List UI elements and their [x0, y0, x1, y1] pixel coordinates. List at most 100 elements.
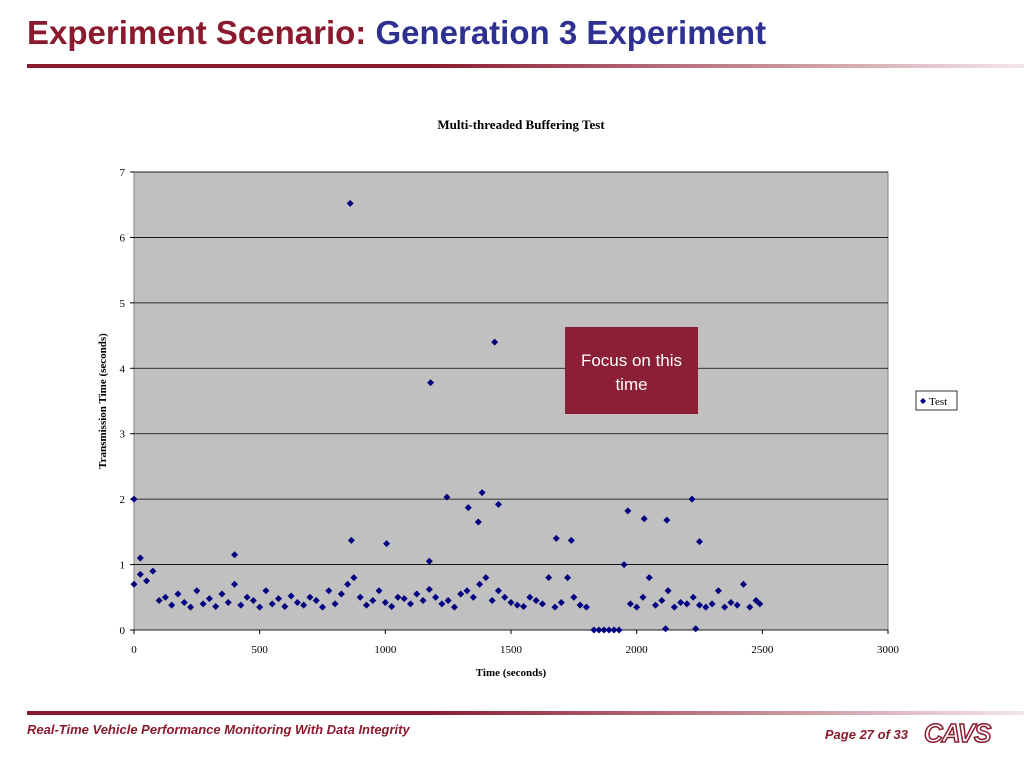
data-point [319, 603, 326, 611]
data-point [306, 593, 314, 601]
data-point [494, 587, 502, 595]
data-point [231, 580, 239, 588]
legend-marker [920, 398, 926, 404]
data-point [746, 603, 754, 611]
data-point [457, 590, 465, 598]
data-point [652, 601, 660, 609]
data-point [375, 587, 383, 595]
data-point [708, 600, 716, 608]
data-point [268, 600, 276, 608]
x-tick-label: 1500 [500, 644, 523, 656]
data-point [350, 574, 358, 582]
data-point [362, 601, 370, 609]
data-point [427, 379, 435, 387]
data-point [670, 603, 678, 611]
y-tick-label: 1 [120, 560, 126, 572]
data-point [218, 590, 226, 598]
data-point [663, 516, 671, 524]
y-axis-label: Transmission Time (seconds) [97, 333, 109, 469]
data-point [626, 600, 634, 608]
data-point [727, 599, 735, 607]
data-point [469, 593, 477, 601]
data-point [633, 603, 641, 611]
data-point [714, 587, 722, 595]
data-point [300, 601, 308, 609]
slide-title: Experiment Scenario: Generation 3 Experi… [27, 14, 766, 52]
data-point [212, 602, 220, 610]
data-point [545, 574, 553, 582]
data-point [605, 626, 613, 634]
data-point [381, 599, 389, 607]
data-point [193, 587, 201, 595]
data-point [476, 580, 484, 588]
chart-title: Multi-threaded Buffering Test [437, 117, 605, 132]
data-point [438, 600, 446, 608]
legend-box [915, 390, 958, 411]
title-rule [27, 64, 1024, 68]
data-point [733, 601, 741, 609]
chart: Time (seconds) Transmission Time (second… [97, 117, 958, 679]
data-point [662, 625, 670, 633]
data-point [702, 603, 710, 611]
data-point [532, 597, 540, 605]
data-point [520, 602, 528, 610]
data-point [168, 601, 176, 609]
y-tick-label: 2 [120, 494, 126, 506]
data-point [610, 626, 618, 634]
y-tick-label: 5 [120, 298, 126, 310]
data-point [444, 597, 452, 605]
data-point [664, 587, 672, 595]
data-point [180, 599, 188, 607]
data-point [347, 536, 355, 544]
data-point [143, 577, 151, 585]
data-point [130, 580, 138, 588]
data-point [464, 504, 472, 512]
data-point [394, 593, 402, 601]
x-tick-label: 0 [131, 644, 137, 656]
data-point [501, 593, 509, 601]
data-point [538, 600, 546, 608]
data-point [526, 593, 534, 601]
data-point [474, 518, 482, 526]
y-tick-label: 4 [120, 363, 126, 375]
x-tick-label: 500 [251, 644, 268, 656]
data-point [692, 625, 700, 633]
data-point [231, 551, 239, 559]
data-point [639, 593, 647, 601]
data-point [513, 601, 521, 609]
data-point [369, 597, 377, 605]
data-point [205, 595, 213, 603]
data-point [413, 590, 421, 598]
data-point [281, 602, 289, 610]
data-point [136, 570, 144, 578]
data-point [582, 603, 590, 611]
legend-label: Test [929, 396, 947, 408]
footer-text: Real-Time Vehicle Performance Monitoring… [27, 722, 410, 737]
data-point [237, 601, 245, 609]
plot-area [133, 171, 889, 631]
data-point [688, 495, 696, 503]
data-point [262, 587, 270, 595]
data-point [600, 626, 608, 634]
data-point [337, 590, 345, 598]
data-point [739, 580, 747, 588]
data-point [640, 515, 648, 523]
data-point [224, 599, 232, 607]
data-point [677, 599, 685, 607]
data-point [293, 599, 301, 607]
data-point [356, 593, 364, 601]
data-point [557, 599, 565, 607]
data-point [683, 600, 691, 608]
data-point [287, 592, 295, 600]
x-tick-label: 3000 [877, 644, 900, 656]
data-point [149, 567, 157, 575]
data-point [256, 603, 264, 611]
data-point [155, 597, 163, 605]
data-point [406, 600, 414, 608]
data-point [478, 489, 486, 497]
title-part: Generation 3 Experiment [375, 14, 767, 51]
data-point [130, 495, 138, 503]
logo: CAVS [923, 717, 992, 749]
data-point [482, 574, 490, 582]
